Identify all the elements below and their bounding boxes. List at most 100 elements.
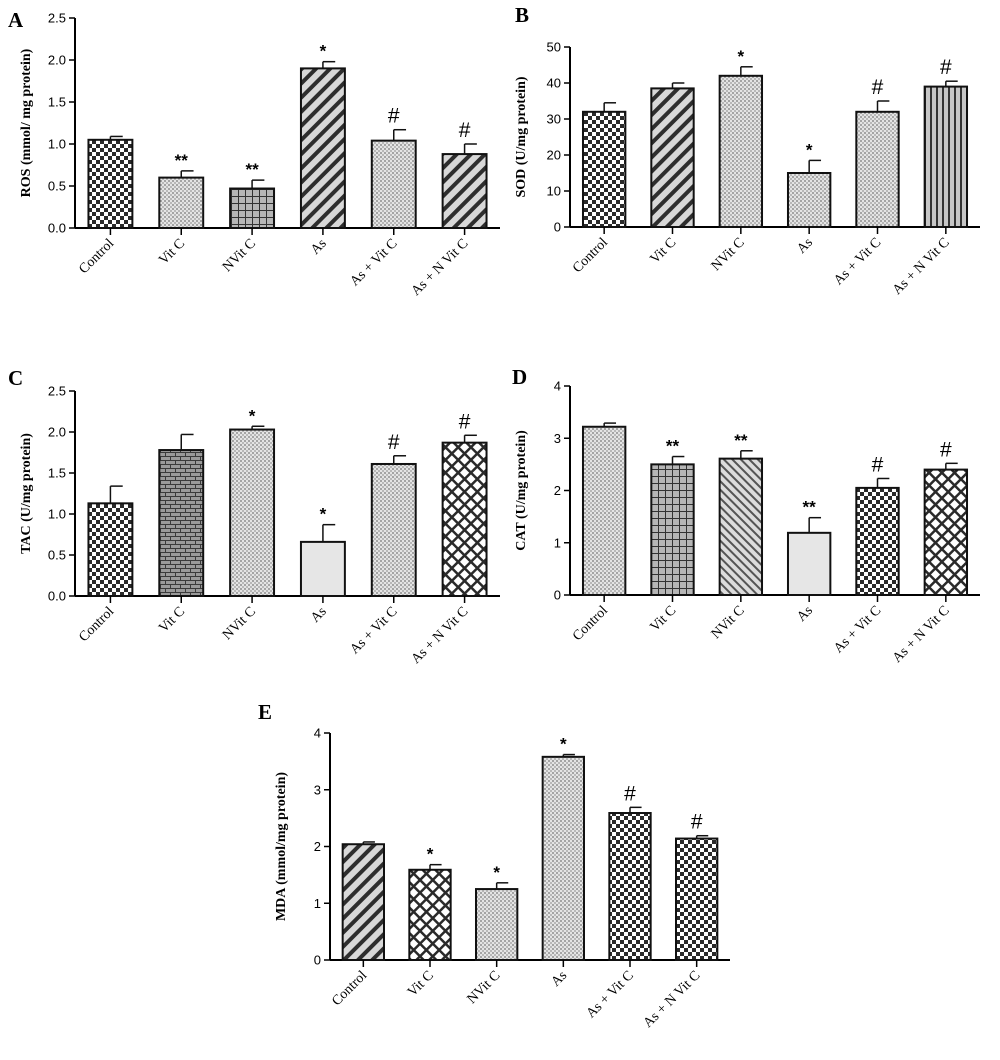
y-tick-label: 2 xyxy=(554,483,561,498)
y-tick-label: 2.5 xyxy=(48,11,66,26)
significance-label: * xyxy=(738,47,745,66)
bar-nvit-c xyxy=(229,187,276,230)
significance-label: * xyxy=(320,42,327,61)
category-label: As xyxy=(794,235,816,257)
y-tick-label: 20 xyxy=(547,148,561,163)
category-label: Control xyxy=(570,235,611,276)
y-tick-label: 0.5 xyxy=(48,548,66,563)
panel-letter: E xyxy=(258,700,272,724)
category-label: As + N Vit C xyxy=(409,236,472,299)
category-label: NVit C xyxy=(709,235,748,274)
bar-as xyxy=(299,540,346,598)
significance-label: # xyxy=(388,105,400,128)
bar-vit-c xyxy=(158,176,205,230)
significance-label: ** xyxy=(734,431,748,450)
significance-label: ** xyxy=(666,437,680,456)
bar-control xyxy=(87,502,134,597)
significance-label: ** xyxy=(245,160,259,179)
category-label: NVit C xyxy=(220,604,259,643)
significance-label: # xyxy=(388,431,400,454)
bar-control xyxy=(581,110,627,228)
bar-as-n-vit-c xyxy=(441,441,488,597)
y-axis-title: TAC (U/mg protein) xyxy=(19,433,34,554)
y-tick-label: 30 xyxy=(547,112,561,127)
panel-b: B 0 10 20 30 40 50 SOD (U/mg protein) Control Vit… xyxy=(514,3,980,298)
bar-vit-c xyxy=(650,463,695,596)
y-axis-title: ROS (mmol/ mg protein) xyxy=(19,48,34,197)
bar-as-vit-c xyxy=(370,462,417,598)
y-tick-label: 1 xyxy=(554,535,561,550)
bar-as xyxy=(299,67,346,230)
category-label: Control xyxy=(570,603,611,644)
y-tick-label: 50 xyxy=(547,40,561,55)
y-tick-label: 1 xyxy=(314,896,321,911)
y-tick-label: 4 xyxy=(314,726,321,741)
y-tick-label: 4 xyxy=(554,379,561,394)
bar-nvit-c xyxy=(718,74,764,228)
bar-as-n-vit-c xyxy=(675,837,719,961)
category-label: As + N Vit C xyxy=(641,968,704,1031)
category-label: NVit C xyxy=(709,603,748,642)
bar-as-n-vit-c xyxy=(441,153,488,229)
category-label: Vit C xyxy=(405,968,437,1000)
category-label: As + Vit C xyxy=(347,236,400,289)
bar-as-n-vit-c xyxy=(923,468,969,597)
category-label: Vit C xyxy=(156,604,188,636)
y-tick-label: 2.0 xyxy=(48,53,66,68)
significance-label: * xyxy=(560,735,567,754)
category-label: As xyxy=(308,604,330,626)
y-tick-label: 0 xyxy=(554,220,561,235)
panel-e: E 0 1 2 3 4 MDA (mmol/mg protein) Control * Vit C… xyxy=(258,700,730,1031)
category-label: NVit C xyxy=(465,968,504,1007)
y-tick-label: 2.5 xyxy=(48,384,66,399)
panel-d: D 0 1 2 3 4 CAT (U/mg protein) Control ** Vit C **… xyxy=(512,365,980,666)
category-label: Control xyxy=(329,968,370,1009)
category-label: As xyxy=(308,236,330,258)
y-tick-label: 1.5 xyxy=(48,466,66,481)
panel-a: A 0.0 0.5 1.0 1.5 2.0 2.5 ROS (mmol/ mg protein… xyxy=(8,8,500,299)
y-tick-label: 10 xyxy=(547,184,561,199)
y-tick-label: 1.0 xyxy=(48,507,66,522)
category-label: NVit C xyxy=(220,236,259,275)
y-tick-label: 1.5 xyxy=(48,95,66,110)
y-tick-label: 3 xyxy=(554,431,561,446)
significance-label: ** xyxy=(175,151,189,170)
significance-label: # xyxy=(872,453,884,476)
bar-as-vit-c xyxy=(370,139,417,229)
significance-label: # xyxy=(872,76,884,99)
panel-letter: B xyxy=(515,3,529,27)
category-label: As + N Vit C xyxy=(890,603,953,666)
significance-label: # xyxy=(940,56,952,79)
significance-label: * xyxy=(249,406,256,425)
significance-label: * xyxy=(493,863,500,882)
bar-nvit-c xyxy=(229,428,276,598)
category-label: Control xyxy=(76,236,117,277)
bar-as xyxy=(541,755,586,962)
bar-as xyxy=(786,172,832,228)
y-tick-label: 2 xyxy=(314,839,321,854)
y-tick-label: 0 xyxy=(554,588,561,603)
bar-control xyxy=(87,138,134,229)
category-label: As + Vit C xyxy=(831,603,884,656)
significance-label: * xyxy=(806,140,813,159)
significance-label: * xyxy=(320,505,327,524)
y-axis-title: MDA (mmol/mg protein) xyxy=(274,772,289,921)
bar-as xyxy=(786,531,832,597)
significance-label: # xyxy=(459,410,471,433)
category-label: As + Vit C xyxy=(831,235,884,288)
y-tick-label: 0.0 xyxy=(48,221,66,236)
significance-label: # xyxy=(691,811,703,834)
bar-control xyxy=(341,843,385,961)
bar-nvit-c xyxy=(718,457,764,596)
significance-label: # xyxy=(459,119,471,142)
y-tick-label: 0 xyxy=(314,953,321,968)
panel-letter: D xyxy=(512,365,527,389)
category-label: Control xyxy=(76,604,117,645)
category-label: Vit C xyxy=(648,603,680,635)
category-label: Vit C xyxy=(648,235,680,267)
bar-vit-c xyxy=(650,87,695,229)
y-tick-label: 40 xyxy=(547,76,561,91)
category-label: As + N Vit C xyxy=(890,235,953,298)
panel-letter: A xyxy=(8,8,24,32)
panel-c: C 0.0 0.5 1.0 1.5 2.0 2.5 TAC (U/mg protein) Con… xyxy=(8,366,500,667)
